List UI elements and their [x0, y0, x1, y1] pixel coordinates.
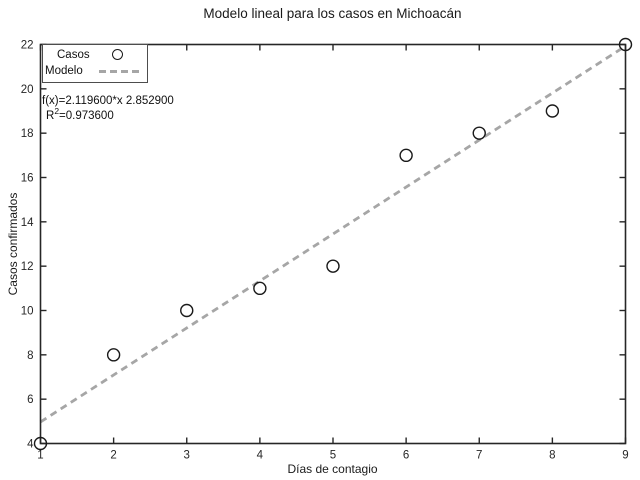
y-tick-label: 8 [27, 350, 33, 362]
x-axis-label: Días de contagio [287, 462, 378, 476]
data-point [253, 281, 267, 296]
y-tick-label: 12 [21, 261, 34, 273]
x-tick-label: 8 [549, 450, 555, 462]
y-tick-label: 10 [21, 306, 34, 318]
legend-label-modelo: Modelo [45, 65, 83, 77]
y-axis-label: Casos confirmados [6, 192, 20, 296]
circle-marker-icon [112, 49, 123, 60]
data-point [618, 37, 633, 52]
x-tick-label: 5 [330, 450, 336, 462]
legend-item-modelo: Modelo [43, 63, 147, 79]
x-tick-label: 1 [37, 450, 43, 462]
r-squared-value: =0.973600 [59, 110, 114, 122]
y-tick-label: 16 [21, 173, 34, 185]
r-squared-base: R [46, 110, 55, 122]
x-tick-label: 6 [403, 450, 409, 462]
data-point [399, 148, 413, 163]
legend: Casos Modelo [42, 44, 148, 83]
data-point [106, 348, 121, 362]
data-point [545, 104, 560, 118]
x-tick-label: 2 [110, 450, 116, 462]
legend-label-casos: Casos [57, 49, 90, 61]
model-line [39, 44, 627, 424]
data-point [326, 259, 340, 273]
r-squared-exponent: 2 [54, 106, 60, 117]
x-tick-label: 7 [476, 450, 482, 462]
equation-text: f(x)=2.119600*x 2.852900 [42, 95, 174, 107]
x-tick-label: 9 [622, 450, 628, 462]
model-equation: f(x)=2.119600*x 2.852900 R2=0.973600 [42, 94, 174, 124]
y-tick-label: 20 [21, 84, 34, 96]
y-tick-label: 6 [27, 394, 33, 406]
r-squared-text: R2=0.973600 [42, 106, 174, 124]
data-point [180, 303, 194, 318]
x-tick-label: 4 [257, 450, 264, 462]
y-tick-label: 18 [21, 128, 34, 140]
x-tick-label: 3 [184, 450, 190, 462]
y-tick-label: 4 [27, 439, 34, 451]
data-point [33, 436, 48, 451]
data-point [472, 126, 486, 140]
legend-item-casos: Casos [43, 47, 147, 63]
chart-title: Modelo lineal para los casos en Michoacá… [203, 6, 462, 21]
y-tick-label: 22 [21, 40, 34, 52]
y-tick-label: 14 [21, 217, 34, 229]
dashed-line-icon [99, 70, 143, 73]
